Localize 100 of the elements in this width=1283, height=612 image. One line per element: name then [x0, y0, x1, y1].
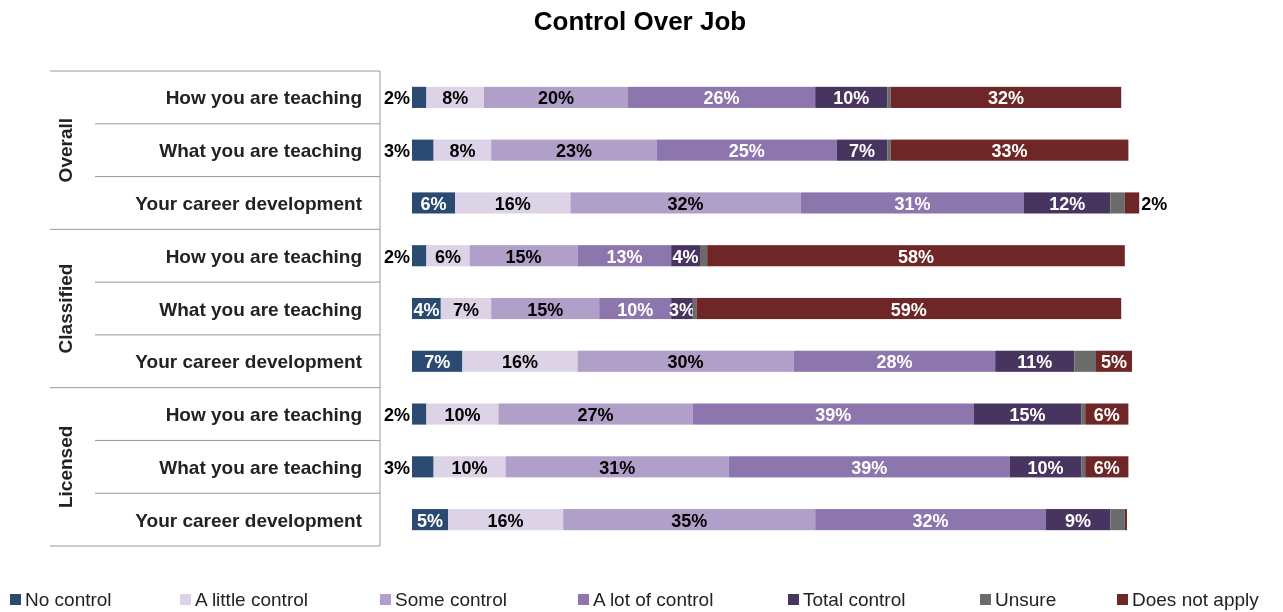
data-label: 15%: [527, 299, 564, 320]
bar: [890, 139, 1129, 161]
bar: [505, 456, 729, 478]
bar: [412, 245, 427, 267]
bar: [1074, 350, 1096, 372]
legend-label: A little control: [195, 589, 308, 610]
bar: [1124, 509, 1127, 531]
data-label: 5%: [1100, 352, 1128, 373]
bar: [890, 86, 1122, 108]
data-label: 59%: [890, 299, 927, 320]
data-label: 7%: [848, 141, 876, 162]
data-label: 39%: [815, 405, 852, 426]
data-label: 10%: [617, 299, 654, 320]
data-label: 16%: [494, 193, 531, 214]
data-label: 6%: [434, 246, 462, 267]
data-label: 4%: [672, 246, 699, 267]
data-label: 2%: [383, 246, 410, 267]
data-label: 3%: [668, 299, 696, 320]
legend-label: No control: [25, 589, 112, 610]
y-tick-label: How you are teaching: [165, 87, 362, 109]
data-label: 31%: [599, 457, 636, 478]
data-label: 6%: [1093, 405, 1120, 426]
bar: [1110, 509, 1125, 531]
data-label: 16%: [487, 510, 524, 531]
legend-label: A lot of control: [593, 589, 714, 610]
data-label: 15%: [1009, 405, 1046, 426]
bar: [887, 86, 891, 108]
chart-title: Control Over Job: [533, 6, 747, 36]
data-label: 58%: [897, 246, 935, 267]
bar: [656, 139, 837, 161]
bar: [1124, 192, 1140, 214]
data-label: 20%: [537, 88, 575, 109]
y-tick-label: Your career development: [135, 351, 363, 373]
bar: [455, 192, 571, 214]
data-label: 11%: [1017, 352, 1053, 373]
bar: [412, 456, 434, 478]
data-label: 25%: [728, 141, 765, 162]
data-label: 39%: [851, 457, 888, 478]
y-tick-label: How you are teaching: [165, 404, 362, 426]
legend-label: Total control: [803, 589, 906, 610]
bar: [707, 245, 1125, 267]
data-label: 6%: [1093, 457, 1120, 478]
data-label: 33%: [991, 141, 1028, 162]
y-tick-label: Your career development: [135, 192, 363, 214]
data-label: 2%: [383, 88, 410, 109]
data-label: 7%: [452, 299, 480, 320]
bar: [692, 403, 974, 425]
bar: [491, 139, 657, 161]
bar: [887, 139, 891, 161]
bar: [700, 245, 708, 267]
data-label: 9%: [1064, 510, 1092, 531]
y-tick-label: Your career development: [135, 509, 363, 531]
data-label: 10%: [833, 88, 870, 109]
y-tick-label: What you are teaching: [159, 298, 362, 320]
text: Classified: [55, 263, 76, 354]
data-label: 10%: [444, 405, 481, 426]
data-label: 10%: [1027, 457, 1064, 478]
data-label: 26%: [703, 88, 740, 109]
data-label: 12%: [1049, 193, 1086, 214]
bar: [815, 509, 1046, 531]
bar: [412, 139, 434, 161]
data-label: 32%: [987, 88, 1025, 109]
legend-label: Does not apply: [1132, 589, 1260, 610]
data-label: 5%: [416, 510, 444, 531]
data-label: 35%: [671, 510, 708, 531]
y-tick-label: What you are teaching: [159, 140, 362, 162]
data-label: 4%: [413, 299, 440, 320]
data-label: 32%: [667, 193, 704, 214]
text: Licensed: [55, 425, 76, 509]
data-label: 8%: [449, 141, 476, 162]
bar: [728, 456, 1010, 478]
bar: [577, 350, 794, 372]
data-label: 15%: [505, 246, 542, 267]
data-label: 2%: [383, 405, 410, 426]
data-label: 23%: [555, 141, 593, 162]
bar: [793, 350, 996, 372]
y-tick-label: What you are teaching: [159, 456, 362, 478]
bar: [563, 509, 816, 531]
data-label: 28%: [876, 352, 913, 373]
data-label: 13%: [606, 246, 643, 267]
bar: [570, 192, 801, 214]
data-label: 7%: [424, 352, 451, 373]
y-tick-label: How you are teaching: [165, 245, 362, 267]
bar: [696, 297, 1122, 320]
data-label: 3%: [383, 141, 410, 162]
data-label: 30%: [667, 352, 704, 373]
legend-label: Some control: [395, 589, 507, 610]
data-label: 2%: [1141, 193, 1168, 214]
data-label: 3%: [383, 457, 410, 478]
bar: [1110, 192, 1125, 214]
data-label: 10%: [451, 457, 488, 478]
data-label: 27%: [577, 405, 614, 426]
bar: [412, 403, 427, 425]
bar: [412, 86, 427, 108]
data-label: 6%: [420, 193, 447, 214]
legend-label: Unsure: [995, 589, 1057, 610]
text: Overall: [55, 117, 76, 183]
data-label: 16%: [501, 352, 539, 373]
bar: [800, 192, 1024, 214]
data-label: 8%: [442, 88, 469, 109]
